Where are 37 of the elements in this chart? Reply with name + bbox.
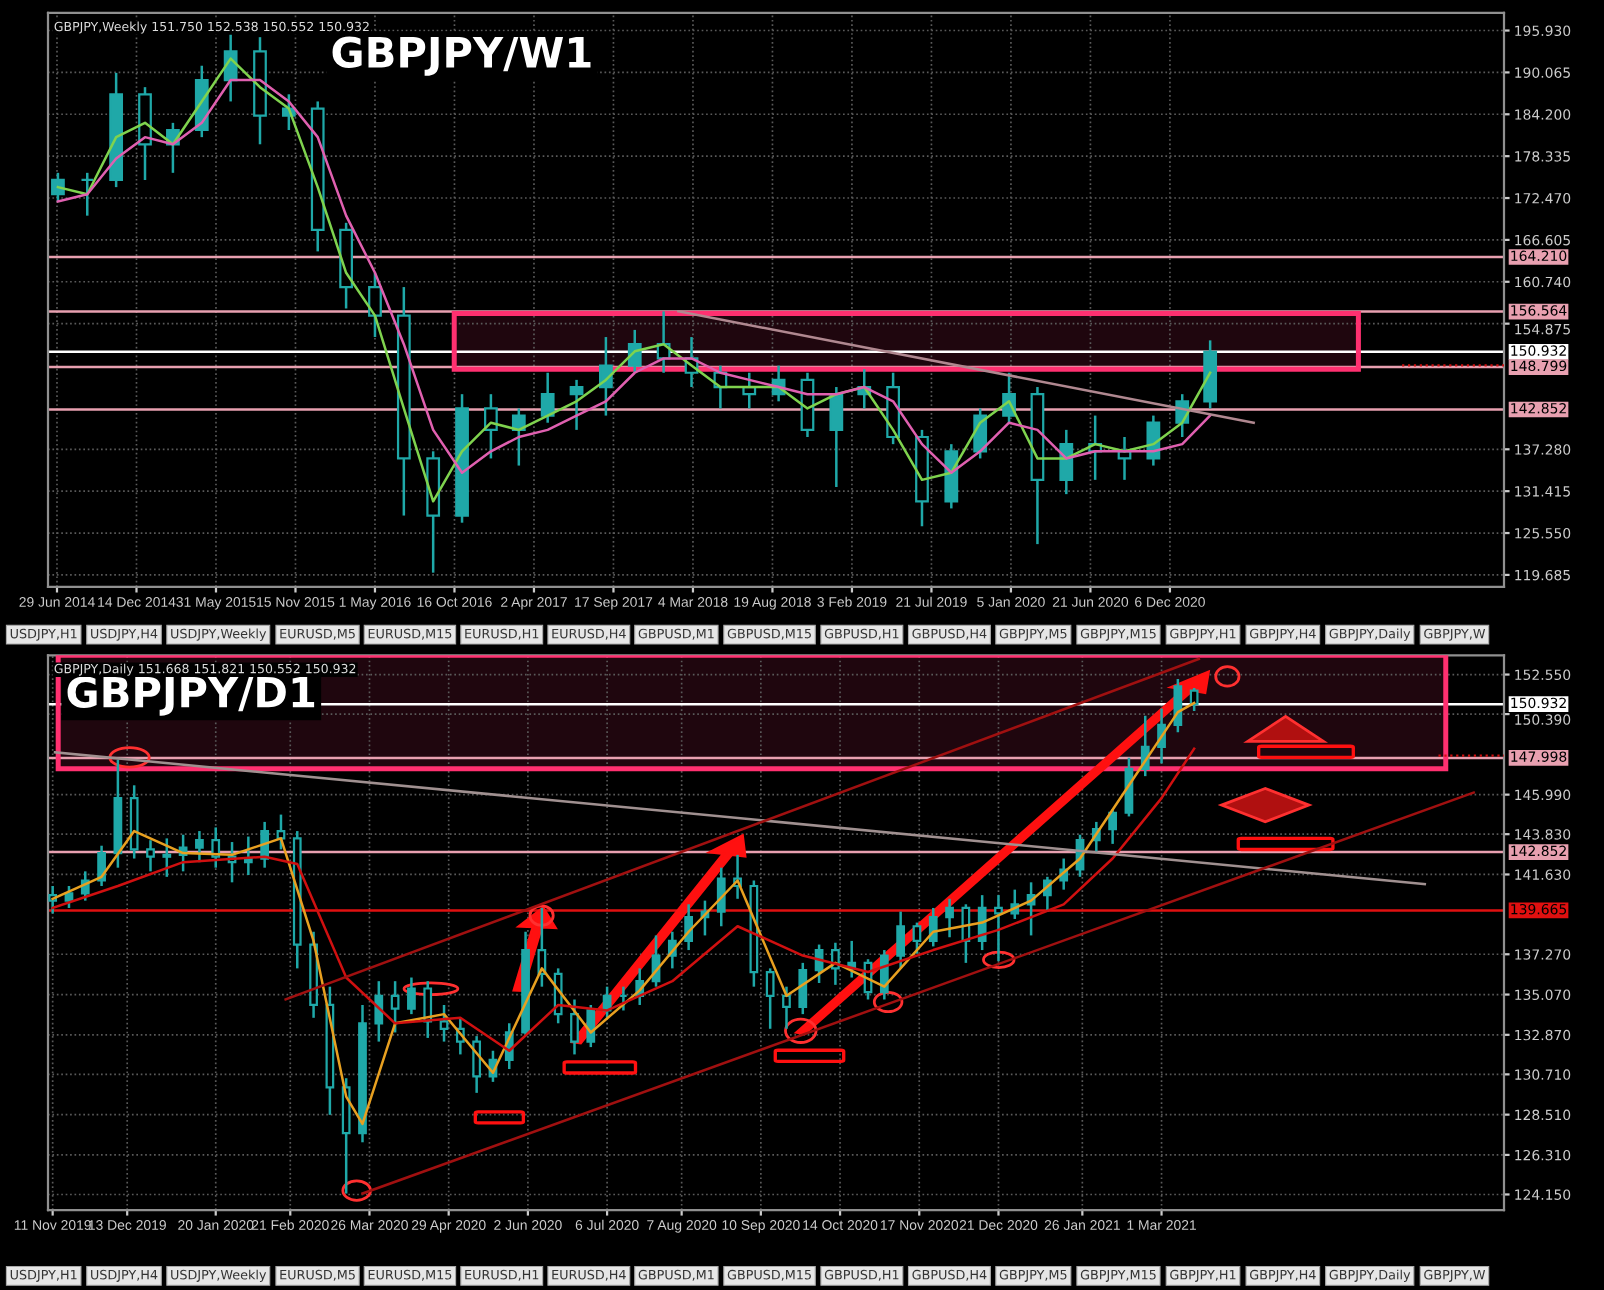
candlestick [211, 826, 221, 869]
candlestick [162, 837, 172, 879]
candlestick [798, 961, 808, 1016]
text: GBPJPY/W1 [332, 36, 591, 76]
candlestick [1108, 807, 1117, 846]
candlestick [945, 897, 954, 939]
candlestick [994, 893, 1003, 963]
candlestick [1059, 428, 1074, 496]
candlestick [765, 967, 775, 1031]
candlestick [569, 378, 584, 432]
candlestick [928, 906, 938, 948]
candlestick [48, 884, 58, 915]
candlestick [570, 998, 579, 1056]
candlestick [390, 979, 400, 1034]
candlestick [716, 866, 726, 928]
candlestick [782, 985, 791, 1031]
candlestick [341, 1076, 351, 1195]
candlestick [374, 979, 384, 1043]
candlestick [423, 979, 433, 1040]
candlestick [51, 171, 65, 203]
candlestick [195, 829, 204, 864]
candlestick [80, 171, 95, 217]
candlestick [368, 271, 382, 339]
candlestick [896, 910, 906, 970]
candlestick [97, 844, 106, 888]
candlestick [146, 838, 155, 873]
chart-title: GBPJPY/D1 [67, 676, 315, 716]
candlestick [484, 392, 498, 460]
candlestick [829, 385, 844, 489]
candlestick [1189, 686, 1199, 713]
candlestick [472, 1034, 482, 1095]
candlestick [511, 407, 526, 467]
candlestick [912, 921, 922, 955]
candlestick [407, 976, 416, 1016]
candlestick [540, 371, 555, 424]
candlestick [439, 1003, 449, 1043]
candlestick [627, 328, 642, 374]
